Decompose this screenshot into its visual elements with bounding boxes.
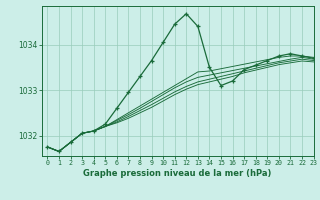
X-axis label: Graphe pression niveau de la mer (hPa): Graphe pression niveau de la mer (hPa) bbox=[84, 169, 272, 178]
